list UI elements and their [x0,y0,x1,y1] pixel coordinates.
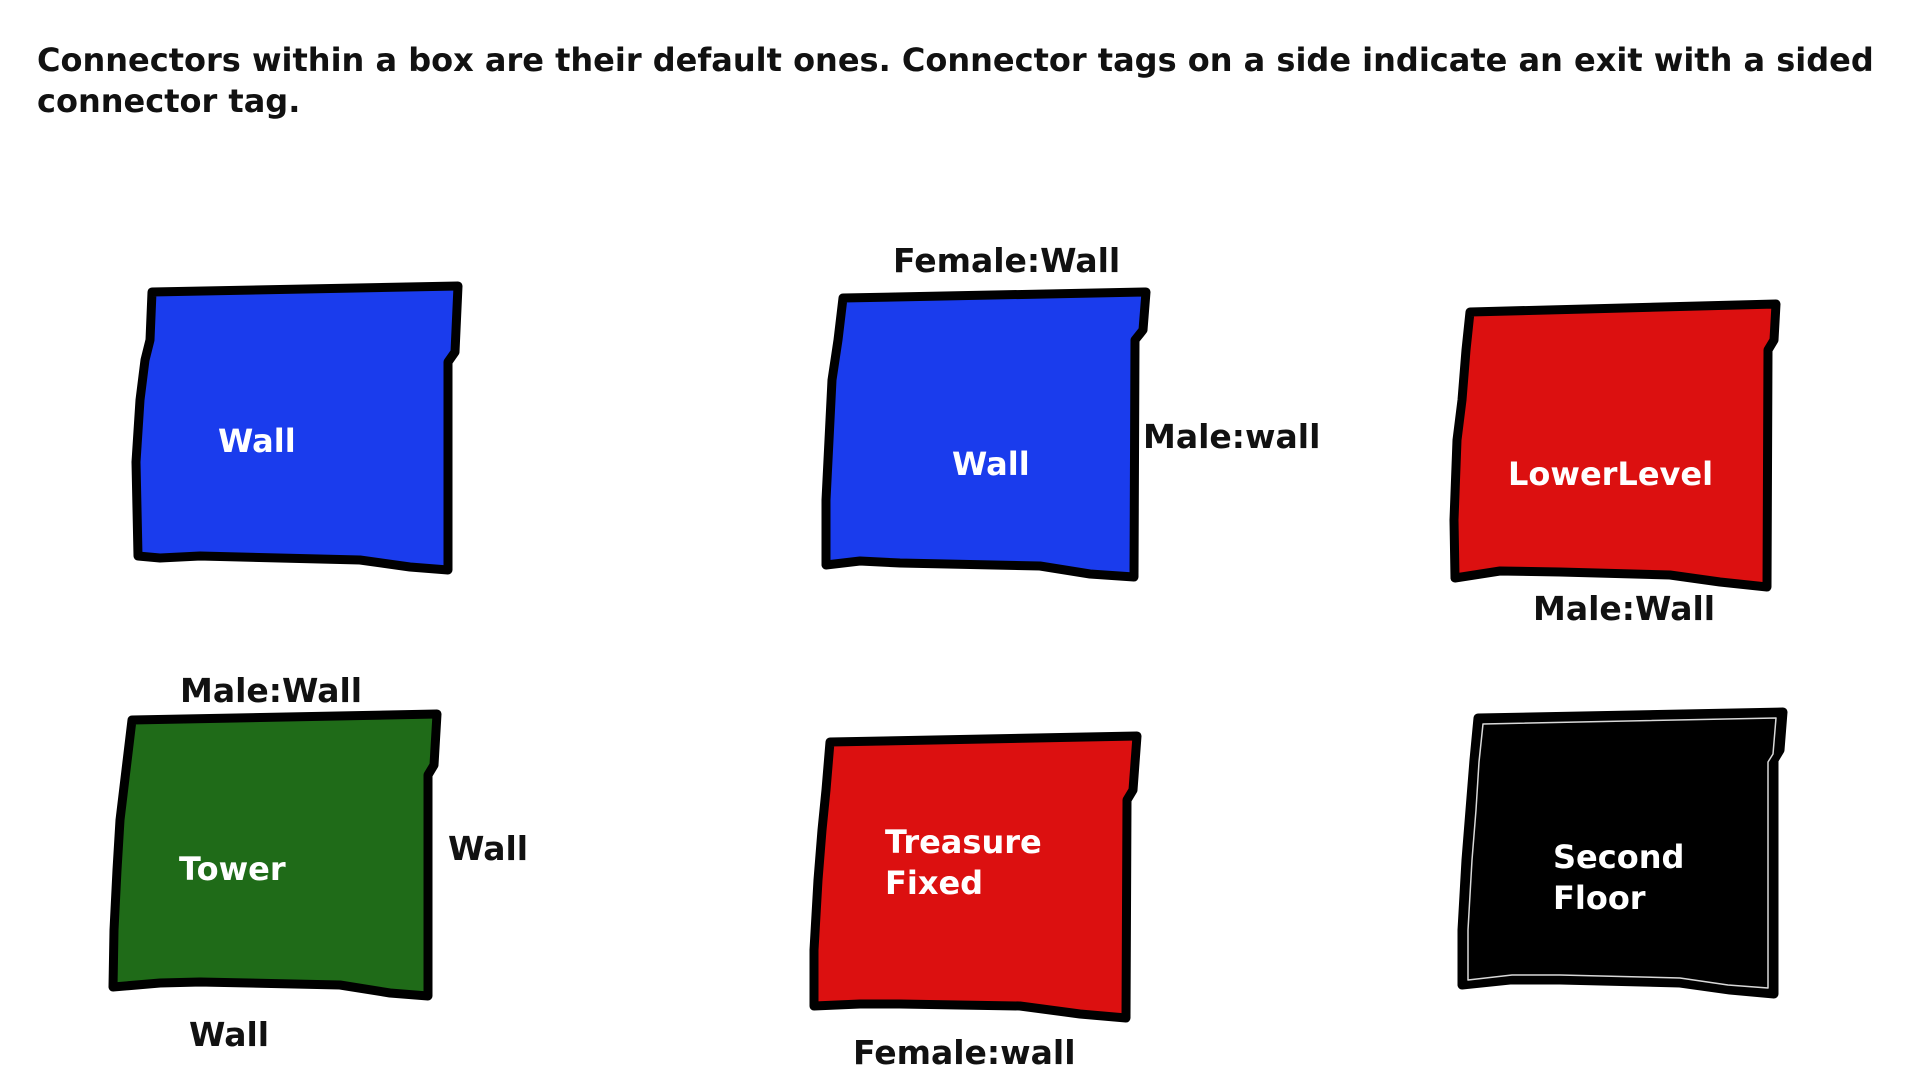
room-shape [809,731,1142,1023]
room-shape-inner-outline [1467,717,1777,989]
room-shape [1449,299,1781,592]
room-label: Wall [218,422,296,460]
room-label: Second [1553,838,1684,876]
connector-tag-bottom: Wall [189,1015,269,1054]
room-box-second-floor: Second Floor [1457,707,1788,999]
room-box-lowerlevel: LowerLevel Male:Wall [1449,299,1781,628]
room-label-line-2: Floor [1553,879,1646,917]
connector-tag-right: Wall [448,829,528,868]
room-shape [1457,707,1788,999]
connector-tag-top: Male:Wall [180,671,362,710]
room-label: LowerLevel [1508,455,1713,493]
room-label-line-2: Fixed [885,864,983,902]
room-box-wall-2: Wall Female:Wall Male:wall [821,241,1320,582]
room-label: Tower [179,850,286,888]
connector-tag-right: Male:wall [1143,417,1320,456]
room-box-treasure-fixed: Treasure Fixed Female:wall [809,731,1142,1072]
connector-tag-top: Female:Wall [893,241,1120,280]
room-box-tower: Tower Male:Wall Wall Wall [108,671,528,1054]
room-label: Treasure [885,823,1042,861]
room-shape [131,281,463,575]
connector-tag-bottom: Male:Wall [1533,589,1715,628]
connector-tag-bottom: Female:wall [853,1033,1076,1072]
room-shape [108,709,442,1001]
diagram-caption: Connectors within a box are their defaul… [37,41,1874,120]
room-shape [821,287,1151,582]
room-box-wall-1: Wall [131,281,463,575]
room-label: Wall [952,445,1030,483]
